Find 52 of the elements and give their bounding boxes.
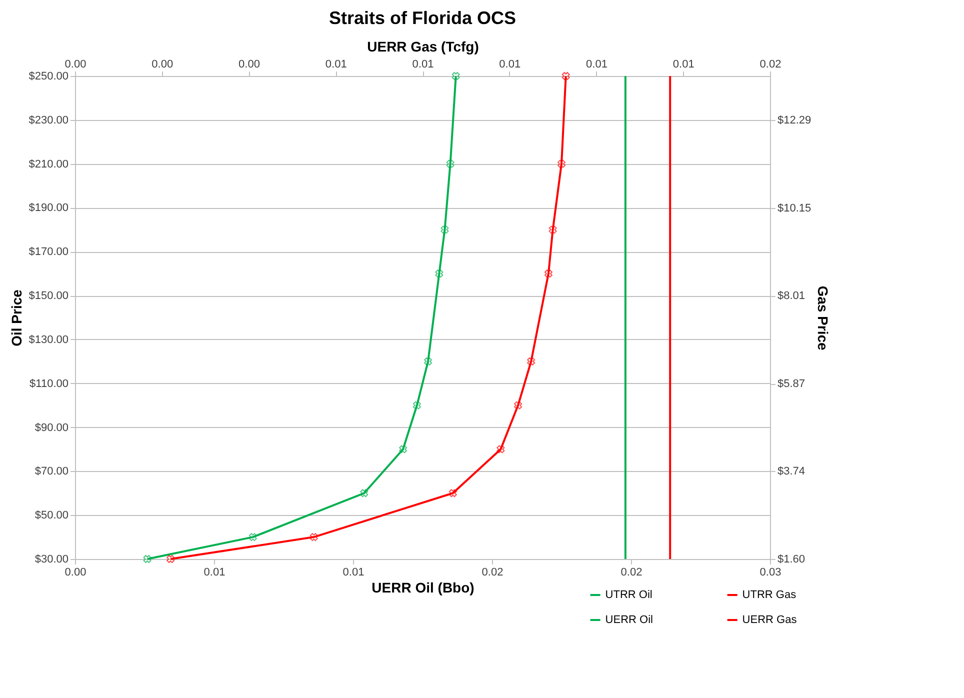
chart-title: Straits of Florida OCS bbox=[328, 8, 516, 28]
y-axis-title: Oil Price bbox=[8, 289, 25, 346]
y2-tick-label: $12.29 bbox=[778, 114, 812, 126]
point bbox=[248, 533, 257, 542]
point bbox=[360, 489, 368, 498]
legend-label: UERR Gas bbox=[742, 614, 798, 626]
x-tick-label: 0.01 bbox=[342, 566, 364, 578]
point bbox=[424, 357, 432, 366]
x2-tick-label: 0.00 bbox=[152, 58, 174, 70]
x2-tick-label: 0.01 bbox=[412, 58, 434, 70]
x-tick-label: 0.02 bbox=[620, 566, 642, 578]
x2-tick-label: 0.00 bbox=[238, 58, 260, 70]
y-tick-label: $170.00 bbox=[28, 246, 68, 258]
x-tick-label: 0.01 bbox=[204, 566, 226, 578]
point bbox=[143, 555, 152, 563]
legend-label: UTRR Oil bbox=[605, 589, 652, 601]
point bbox=[440, 226, 449, 234]
y2-tick-label: $5.87 bbox=[778, 378, 806, 390]
y-tick-label: $130.00 bbox=[28, 334, 68, 346]
x2-tick-label: 0.01 bbox=[499, 58, 521, 70]
y2-tick-label: $10.15 bbox=[778, 202, 812, 214]
point bbox=[452, 72, 460, 80]
legend-label: UTRR Gas bbox=[742, 589, 797, 601]
y-tick-label: $110.00 bbox=[30, 378, 68, 390]
y-tick-label: $210.00 bbox=[28, 158, 68, 170]
y2-tick-label: $3.74 bbox=[778, 466, 806, 478]
y2-tick-label: $1.60 bbox=[778, 554, 806, 566]
point bbox=[412, 401, 421, 410]
y-tick-label: $30.00 bbox=[34, 554, 68, 566]
y-tick-label: $230.00 bbox=[28, 114, 68, 126]
x2-axis-title: UERR Gas (Tcfg) bbox=[367, 38, 479, 54]
x-tick-label: 0.00 bbox=[64, 566, 86, 578]
x2-tick-label: 0.00 bbox=[64, 58, 86, 70]
y-tick-label: $90.00 bbox=[34, 422, 68, 434]
x2-tick-label: 0.01 bbox=[672, 58, 694, 70]
y2-tick-label: $8.01 bbox=[778, 290, 806, 302]
y2-axis-title: Gas Price bbox=[815, 286, 832, 351]
y-tick-label: $190.00 bbox=[28, 202, 68, 214]
x2-tick-label: 0.01 bbox=[586, 58, 608, 70]
y-tick-label: $70.00 bbox=[34, 466, 68, 478]
point bbox=[435, 270, 444, 278]
x-tick-label: 0.02 bbox=[482, 566, 504, 578]
x2-tick-label: 0.01 bbox=[325, 58, 347, 70]
x2-tick-label: 0.02 bbox=[760, 58, 782, 70]
y-tick-label: $250.00 bbox=[28, 70, 68, 82]
point bbox=[446, 160, 454, 168]
x-axis-title: UERR Oil (Bbo) bbox=[372, 580, 474, 596]
legend-label: UERR Oil bbox=[605, 614, 653, 626]
x-tick-label: 0.03 bbox=[760, 566, 782, 578]
y-tick-label: $50.00 bbox=[34, 510, 68, 522]
y-tick-label: $150.00 bbox=[28, 290, 68, 302]
point bbox=[399, 445, 408, 454]
